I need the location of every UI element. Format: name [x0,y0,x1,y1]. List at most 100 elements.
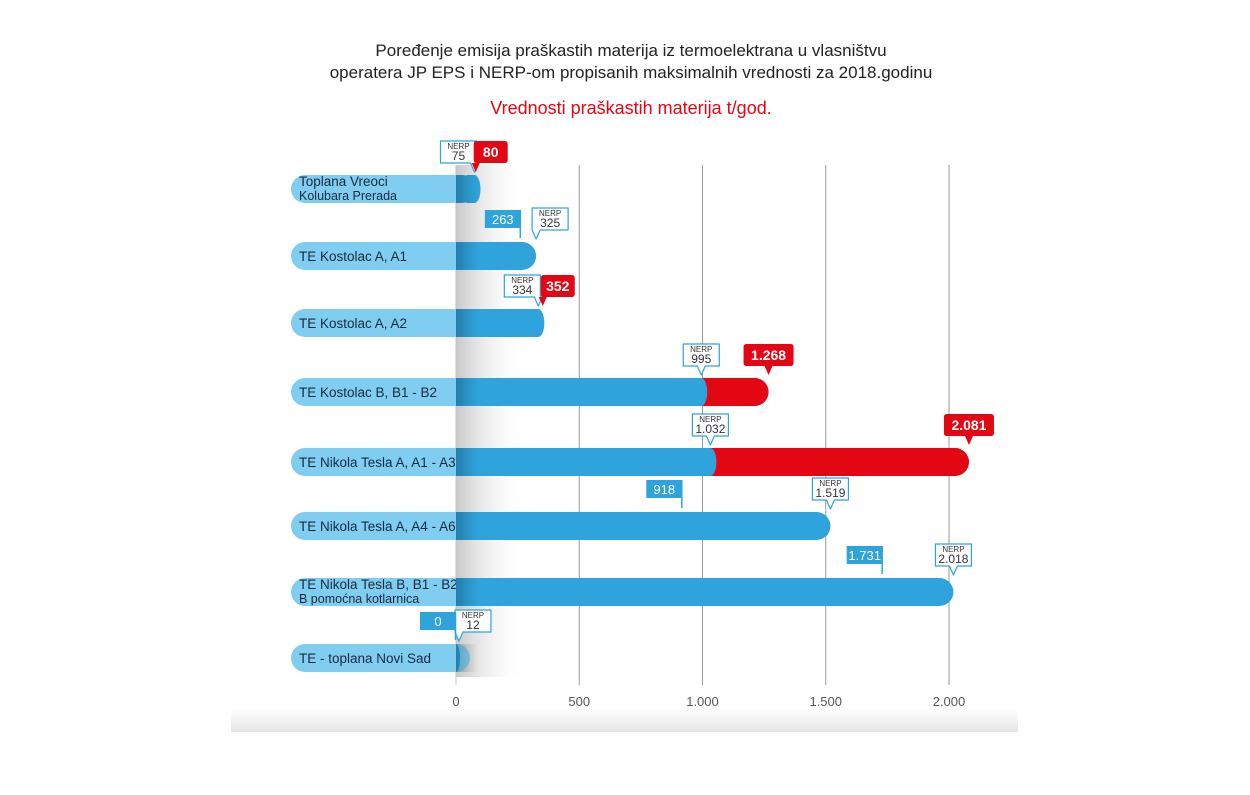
bar-over-limit [699,378,769,406]
category-label: Toplana Vreoci [299,174,388,189]
category-label: Kolubara Prerada [299,189,397,203]
category-label-pill [291,242,470,270]
category-label: B pomoćna kotlarnica [299,592,419,606]
bar-shadow [456,512,478,540]
x-tick-label: 2.000 [933,694,966,709]
actual-callout-value: 0 [434,614,441,629]
category-label-pill [291,448,470,476]
actual-callout-value: 2.081 [951,417,986,433]
nerp-callout-box [682,343,720,376]
actual-callout-value: 918 [653,482,675,497]
actual-callout: 918 [646,480,683,508]
chart-title-line-2: operatera JP EPS i NERP-om propisanih ma… [330,63,933,82]
floor-band [231,708,1018,732]
actual-callout-box [420,612,456,630]
actual-callout-value: 352 [546,278,570,294]
nerp-callout-value: 325 [540,216,560,230]
bar-shadow [456,175,478,203]
bar-nerp-cap [702,448,717,476]
nerp-callout-box [934,543,973,576]
category-label-pill [291,578,470,606]
actual-callout-value: 80 [483,144,499,160]
bar-shadow [456,309,478,337]
nerp-callout-prefix: NERP [699,415,721,424]
actual-callout-value: 1.731 [848,548,881,563]
bar-shadow [456,448,478,476]
nerp-callout-prefix: NERP [690,345,712,354]
actual-callout-box [471,141,508,172]
category-label: TE Nikola Tesla B, B1 - B2 [299,577,458,592]
nerp-callout-value: 2.018 [938,552,968,566]
category-label-pill [291,512,470,540]
actual-callout: 263 [484,210,522,238]
x-tick-label: 500 [568,694,590,709]
nerp-callout-prefix: NERP [447,142,469,151]
category-label-pill [291,309,470,337]
bar-nerp-cap [530,309,545,338]
actual-callout: 80 [471,141,508,172]
nerp-callout-value: 12 [466,618,480,632]
x-tick-label: 1.500 [809,694,842,709]
nerp-callout-box [811,477,850,510]
x-tick-label: 0 [452,694,459,709]
category-label: TE Nikola Tesla A, A1 - A3 [299,455,456,470]
category-label-pill [291,378,470,406]
nerp-callout-prefix: NERP [462,611,484,620]
bar-nerp-cap [693,378,708,406]
nerp-callout-prefix: NERP [819,479,841,488]
bar-shadow [456,644,478,672]
bar-shadow [456,378,478,406]
nerp-callout-value: 75 [452,149,466,163]
nerp-callout-value: 1.032 [695,422,725,436]
bar-nerp [456,512,831,540]
bar-over-limit [708,448,969,476]
actual-callout-value: 1.268 [751,347,786,363]
nerp-callout-value: 1.519 [815,486,845,500]
actual-callout-value: 263 [492,212,514,227]
bar-nerp [456,578,954,606]
actual-callout: 1.731 [846,546,883,574]
nerp-callout-value: 995 [691,352,711,366]
category-label-pill [291,644,470,672]
actual-callout-box [743,344,794,375]
actual-callout: 352 [538,275,575,306]
actual-callout-box [484,210,521,228]
actual-callout: 1.268 [743,344,794,375]
nerp-callout-box [531,207,569,240]
chart-title-line-1: Poređenje emisija praškastih materija iz… [375,41,886,60]
category-label: TE - toplana Novi Sad [299,651,431,666]
actual-callout-box [646,480,683,498]
bar-shadow [456,578,478,606]
nerp-callout-box [503,274,543,307]
actual-callout: 0 [420,612,457,640]
bar-shadow [456,242,478,270]
nerp-callout-prefix: NERP [539,209,561,218]
nerp-callout-box [691,413,729,446]
nerp-callout-value: 334 [512,283,532,297]
actual-callout-box [943,414,994,445]
x-tick-label: 1.000 [686,694,719,709]
category-label-pill [291,175,470,203]
category-label: TE Kostolac A, A2 [299,316,407,331]
actual-callout: 2.081 [943,414,994,445]
actual-callout-box [538,275,575,306]
category-label: TE Kostolac B, B1 - B2 [299,385,437,400]
category-label: TE Nikola Tesla A, A4 - A6 [299,519,456,534]
bar-row: TE Nikola Tesla B, B1 - B2B pomoćna kotl… [291,543,973,606]
category-label: TE Kostolac A, A1 [299,249,407,264]
nerp-callout-prefix: NERP [511,276,533,285]
